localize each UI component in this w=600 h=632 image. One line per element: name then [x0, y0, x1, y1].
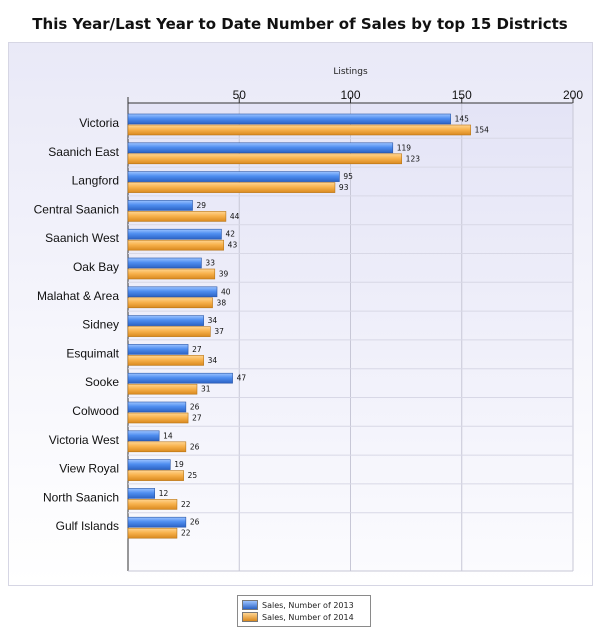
chart-title: This Year/Last Year to Date Number of Sa… — [32, 15, 568, 33]
data-label-2014: 38 — [217, 298, 227, 307]
category-label: North Saanich — [43, 490, 119, 504]
legend-label-2013: Sales, Number of 2013 — [262, 600, 354, 610]
data-label-2014: 26 — [190, 442, 200, 451]
bar-2014 — [127, 383, 198, 395]
data-label-2014: 22 — [181, 529, 191, 538]
data-label-2013: 95 — [343, 172, 353, 181]
data-label-2013: 34 — [208, 316, 218, 325]
data-label-2013: 42 — [225, 230, 235, 239]
tick-label-100: 100 — [340, 88, 360, 102]
chart-frame: Listings 50 100 150 200 Victoria 145 154 Saanich… — [8, 42, 593, 586]
category-label: View Royal — [59, 462, 119, 476]
category-label: Oak Bay — [73, 260, 119, 274]
bar-2014 — [127, 499, 178, 510]
data-label-2013: 19 — [174, 460, 184, 469]
bar-2013 — [127, 430, 160, 442]
bar-2013 — [127, 171, 340, 182]
data-label-2014: 31 — [201, 385, 211, 394]
bar-2014 — [127, 182, 336, 193]
data-label-2014: 43 — [228, 241, 238, 250]
data-label-2013: 27 — [192, 345, 202, 354]
legend-swatch-2013 — [242, 600, 258, 610]
chart-legend: Sales, Number of 2013 Sales, Number of 2… — [237, 595, 371, 627]
category-label: Malahat & Area — [37, 289, 119, 303]
bar-2013 — [127, 113, 451, 125]
category-label: Central Saanich — [34, 202, 119, 216]
data-label-2013: 29 — [197, 201, 207, 210]
data-label-2014: 22 — [181, 500, 191, 509]
data-label-2013: 119 — [397, 143, 412, 152]
category-label: Langford — [72, 174, 119, 188]
data-label-2013: 40 — [221, 287, 231, 296]
tick-label-50: 50 — [233, 88, 247, 102]
bar-2013 — [127, 516, 187, 528]
bar-2014 — [127, 297, 213, 309]
bar-2014 — [127, 412, 189, 424]
category-label: Victoria — [79, 116, 119, 130]
legend-label-2014: Sales, Number of 2014 — [262, 612, 354, 622]
bar-2014 — [127, 211, 227, 222]
tick-label-150: 150 — [452, 88, 472, 102]
category-label: Esquimalt — [66, 346, 119, 360]
data-label-2014: 93 — [339, 183, 349, 192]
data-label-2014: 27 — [192, 414, 202, 423]
data-label-2013: 14 — [163, 431, 173, 440]
bar-2014 — [127, 326, 211, 337]
bar-2014 — [127, 124, 471, 136]
bar-2013 — [127, 488, 156, 499]
bar-2014 — [127, 355, 204, 366]
tick-label-200: 200 — [563, 88, 583, 102]
bar-2013 — [127, 315, 204, 326]
bar-2014 — [127, 527, 178, 539]
category-label: Gulf Islands — [56, 519, 119, 533]
data-label-2014: 34 — [208, 356, 218, 365]
data-label-2013: 12 — [159, 489, 169, 498]
data-label-2014: 39 — [219, 270, 229, 279]
bar-2013 — [127, 372, 233, 384]
data-label-2014: 44 — [230, 212, 240, 221]
data-label-2014: 25 — [188, 471, 198, 480]
bar-2013 — [127, 200, 193, 211]
category-label: Colwood — [72, 404, 119, 418]
chart-plot: Listings 50 100 150 200 Victoria 145 154 Saanich… — [34, 67, 583, 572]
data-label-2013: 26 — [190, 403, 200, 412]
bar-2014 — [127, 268, 216, 280]
bar-2014 — [127, 239, 224, 251]
bar-2014 — [127, 153, 402, 165]
bar-2013 — [127, 459, 171, 470]
bar-2013 — [127, 401, 187, 413]
bar-2014 — [127, 441, 187, 453]
legend-swatch-2014 — [242, 612, 258, 622]
data-label-2014: 37 — [214, 327, 224, 336]
bar-2013 — [127, 286, 218, 298]
data-label-2013: 33 — [205, 259, 215, 268]
bar-2013 — [127, 228, 222, 240]
data-label-2014: 123 — [406, 154, 421, 163]
bar-2013 — [127, 142, 394, 154]
category-label: Victoria West — [49, 433, 120, 447]
category-label: Saanich East — [48, 145, 119, 159]
legend-item-2014: Sales, Number of 2014 — [242, 612, 354, 622]
bar-2013 — [127, 344, 189, 355]
category-label: Saanich West — [45, 231, 119, 245]
data-label-2014: 154 — [475, 126, 490, 135]
data-label-2013: 26 — [190, 518, 200, 527]
legend-item-2013: Sales, Number of 2013 — [242, 600, 354, 610]
category-label: Sidney — [82, 318, 119, 332]
x-axis-title: Listings — [333, 67, 368, 77]
data-label-2013: 47 — [237, 374, 247, 383]
bar-2014 — [127, 470, 184, 481]
bar-2013 — [127, 257, 202, 269]
data-label-2013: 145 — [455, 115, 470, 124]
category-label: Sooke — [85, 375, 119, 389]
